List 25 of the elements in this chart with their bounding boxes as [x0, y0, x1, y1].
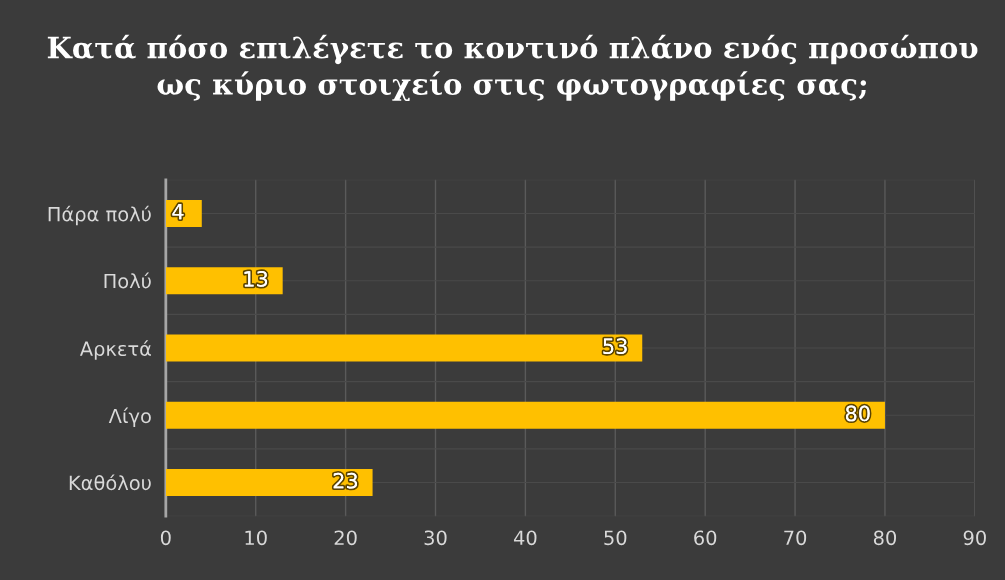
- x-tick-label: 80: [873, 530, 897, 546]
- data-label: 23: [333, 472, 358, 489]
- x-tick-label: 60: [694, 530, 717, 546]
- x-tick-label: 70: [784, 530, 807, 546]
- data-label: 80: [845, 405, 870, 422]
- bar: [165, 401, 885, 429]
- data-label: 13: [244, 271, 268, 287]
- y-tick-label: Αρκετά: [79, 340, 152, 360]
- y-tick-label: Λίγο: [108, 407, 151, 428]
- x-tick-label: 10: [245, 530, 267, 546]
- data-label: 4: [172, 204, 184, 220]
- y-tick-label: Πολύ: [104, 272, 151, 289]
- x-tick-label: 40: [513, 530, 537, 546]
- x-tick-label: 0: [160, 530, 171, 546]
- y-tick-label: Καθόλου: [69, 474, 151, 491]
- chart-title: Κατά πόσο επιλέγετε το κοντινό πλάνο ενός προσώπου ως κύριο στοιχείο στις φωτογραφίες σας;: [47, 34, 978, 102]
- x-tick-label: 20: [334, 530, 357, 546]
- x-tick-label: 90: [963, 530, 986, 546]
- bar: [165, 334, 643, 362]
- y-tick-label: Πάρα πολύ: [48, 205, 151, 226]
- x-tick-label: 50: [604, 530, 627, 546]
- x-tick-label: 30: [424, 530, 447, 546]
- data-label: 53: [603, 338, 627, 355]
- bar: [165, 469, 373, 497]
- bar: [165, 267, 283, 295]
